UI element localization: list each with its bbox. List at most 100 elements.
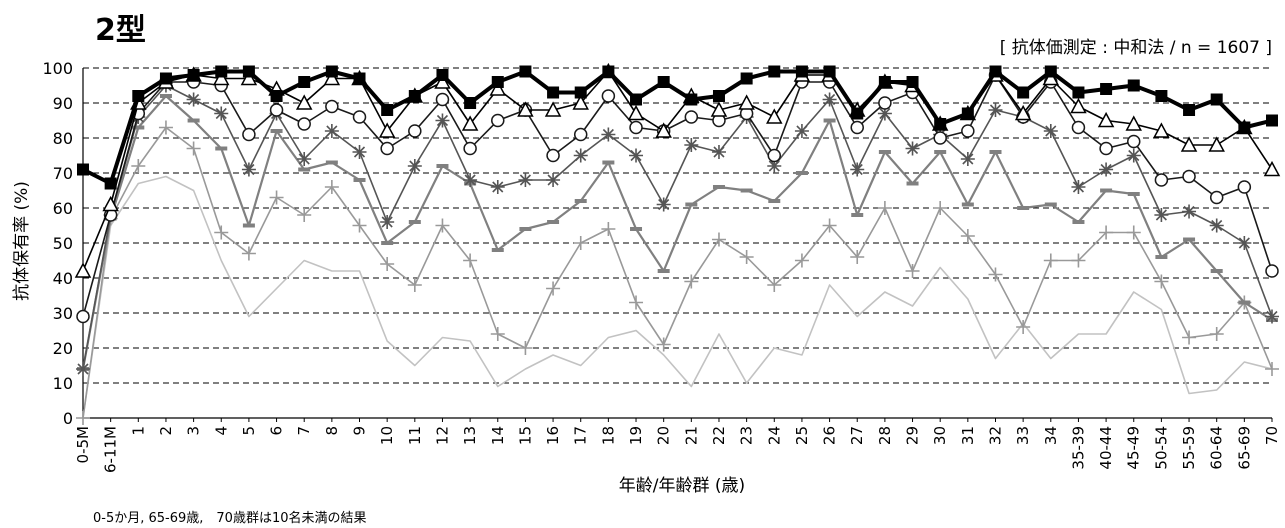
data-point — [1182, 330, 1197, 345]
data-point — [159, 94, 172, 98]
data-point — [1044, 202, 1057, 207]
data-point — [547, 86, 560, 99]
data-point — [518, 173, 533, 187]
y-tick-label: 90 — [53, 94, 73, 113]
data-point — [961, 124, 975, 138]
data-point — [906, 76, 919, 88]
data-point — [270, 129, 283, 133]
data-point — [186, 92, 201, 107]
data-point — [1017, 206, 1030, 210]
data-point — [1180, 136, 1198, 152]
data-point — [657, 269, 670, 273]
data-point — [988, 103, 1003, 117]
axes — [82, 68, 1272, 419]
data-point — [1155, 90, 1168, 102]
x-tick-label: 2 — [157, 426, 175, 436]
data-point — [104, 177, 117, 190]
data-point — [767, 278, 782, 292]
x-tick-label: 27 — [848, 426, 866, 445]
data-point — [1126, 148, 1141, 163]
x-tick-label: 28 — [876, 426, 894, 445]
data-point — [1017, 86, 1030, 99]
data-point — [380, 257, 395, 271]
data-point — [407, 278, 422, 292]
series-7 — [82, 175, 1273, 419]
data-point — [242, 127, 256, 142]
x-tick-label: 60-64 — [1208, 426, 1226, 470]
data-point — [630, 93, 643, 106]
data-point — [463, 173, 478, 187]
data-point — [325, 99, 339, 114]
data-point — [434, 73, 451, 89]
data-point — [989, 150, 1002, 154]
x-tick-label: 32 — [986, 426, 1004, 445]
data-point — [572, 94, 589, 110]
data-point — [684, 138, 699, 152]
y-tick-label: 80 — [53, 129, 73, 148]
series-2 — [74, 62, 1281, 278]
y-tick-label: 60 — [53, 199, 73, 218]
data-point — [378, 122, 396, 138]
data-point — [684, 274, 699, 289]
data-point — [960, 229, 975, 243]
data-point — [519, 227, 532, 231]
data-point — [297, 117, 311, 131]
data-point — [352, 218, 367, 233]
series-line — [82, 84, 1273, 370]
data-point — [1100, 83, 1113, 95]
data-point — [1044, 65, 1057, 78]
data-point — [1183, 237, 1196, 242]
x-tick-label: 70 — [1263, 426, 1281, 445]
series-group — [74, 62, 1281, 425]
data-point — [1072, 220, 1085, 224]
data-point — [1127, 192, 1140, 196]
data-point — [712, 185, 725, 189]
data-point — [739, 250, 754, 264]
x-axis-label: 年齢/年齢群 (歳) — [619, 476, 745, 496]
data-point — [546, 148, 560, 163]
data-point — [241, 162, 256, 177]
data-point — [407, 159, 422, 173]
data-point — [1043, 253, 1058, 268]
data-point — [822, 92, 837, 107]
data-point — [1070, 97, 1087, 114]
data-point — [1072, 86, 1085, 99]
series-line — [82, 74, 1273, 317]
data-point — [1153, 122, 1170, 138]
data-point — [1099, 225, 1114, 240]
data-point — [461, 115, 479, 131]
data-point — [573, 148, 588, 163]
data-point — [851, 107, 864, 120]
data-point — [1210, 269, 1223, 273]
data-point — [878, 96, 892, 110]
x-tick-label: 6 — [268, 426, 286, 436]
data-point — [436, 69, 449, 81]
data-point — [794, 124, 809, 138]
x-tick-label: 40-44 — [1097, 426, 1115, 470]
data-point — [323, 69, 341, 86]
data-point — [102, 195, 119, 212]
data-point — [491, 76, 504, 88]
data-point — [629, 120, 643, 135]
data-point — [159, 72, 172, 85]
x-tick-label: 7 — [295, 426, 313, 436]
data-point — [1016, 320, 1031, 334]
data-point — [960, 152, 975, 166]
x-tick-label: 3 — [185, 426, 203, 436]
data-point — [1126, 134, 1141, 149]
grid — [83, 67, 1272, 384]
data-point — [435, 218, 450, 233]
x-tick-label: 6-11M — [102, 426, 120, 473]
data-point — [711, 145, 726, 159]
data-point — [961, 202, 974, 207]
data-point — [657, 76, 670, 88]
x-tick-label: 10 — [378, 426, 396, 445]
x-tick-label: 35-39 — [1069, 426, 1087, 470]
data-point — [1099, 162, 1114, 177]
data-point — [1266, 114, 1278, 127]
data-point — [186, 141, 201, 156]
data-point — [1071, 180, 1086, 194]
data-point — [573, 127, 588, 142]
x-tick-label: 25 — [793, 426, 811, 445]
data-point — [1127, 79, 1140, 92]
